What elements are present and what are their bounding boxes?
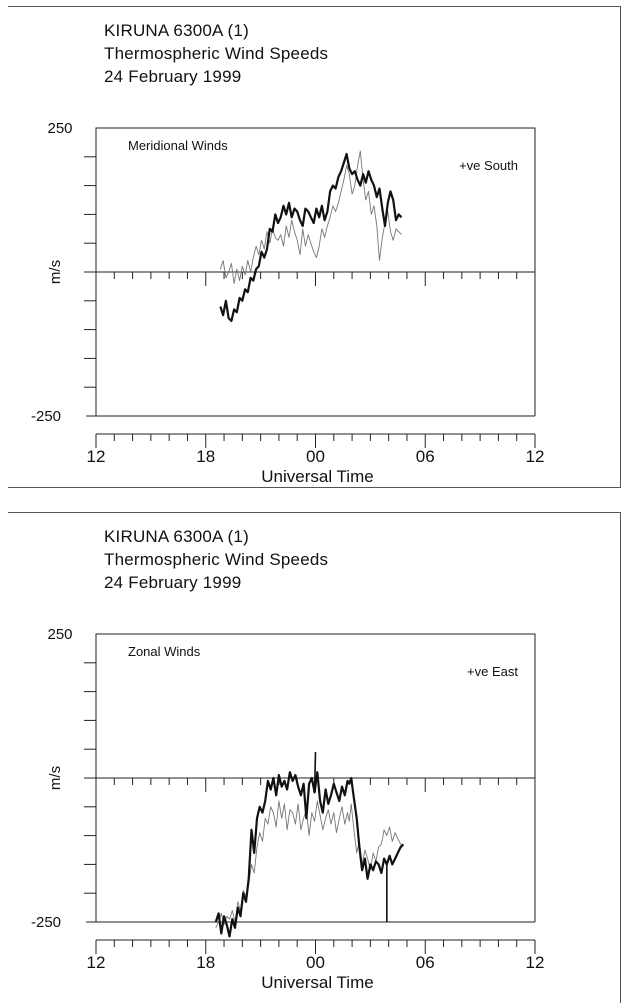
y-tick-label: -250 [31,408,61,425]
x-tick-label: 06 [416,953,435,972]
x-tick-label: 18 [196,953,215,972]
panel-border [8,512,621,1003]
chart-date: 24 February 1999 [104,67,242,86]
chart-subtitle: Thermospheric Wind Speeds [104,44,329,63]
x-tick-label: 12 [526,953,545,972]
meridional-winds-chart: 250 -250 m/s 12 18 00 06 12 Universal Time Meridi… [31,120,545,486]
zonal-winds-chart: 250 -250 m/s 12 18 00 06 12 Universal Time Zonal … [31,626,545,992]
x-tick-label: 00 [306,447,325,466]
x-tick-label: 00 [306,953,325,972]
series-line-thick [219,152,403,323]
y-tick-label: -250 [31,914,61,931]
chart-header: KIRUNA 6300A (1) Thermospheric Wind Spee… [104,19,328,88]
y-tick-label: 250 [47,626,72,643]
panel-label: Zonal Winds [128,644,201,659]
chart-header: KIRUNA 6300A (1) Thermospheric Wind Spee… [104,525,328,594]
x-axis-label: Universal Time [261,467,373,486]
chart-date: 24 February 1999 [104,573,242,592]
meridional-panel: KIRUNA 6300A (1) Thermospheric Wind Spee… [0,0,624,488]
panel-label: Meridional Winds [128,138,228,153]
x-tick-label: 12 [87,953,106,972]
series-line-thick [214,771,405,938]
x-tick-label: 06 [416,447,435,466]
station-title: KIRUNA 6300A (1) [104,21,249,40]
y-axis-label: m/s [47,766,64,790]
sign-note: +ve East [467,664,518,679]
x-tick-label: 12 [526,447,545,466]
x-tick-label: 18 [196,447,215,466]
sign-note: +ve South [459,158,518,173]
series-line-thin [219,150,402,284]
x-axis-label: Universal Time [261,973,373,992]
x-tick-label: 12 [87,447,106,466]
y-tick-label: 250 [47,120,72,137]
zonal-panel: KIRUNA 6300A (1) Thermospheric Wind Spee… [0,506,624,1003]
chart-subtitle: Thermospheric Wind Speeds [104,550,329,569]
panel-border [8,6,621,488]
series-spike [313,752,317,793]
y-axis-label: m/s [47,260,64,284]
station-title: KIRUNA 6300A (1) [104,527,249,546]
